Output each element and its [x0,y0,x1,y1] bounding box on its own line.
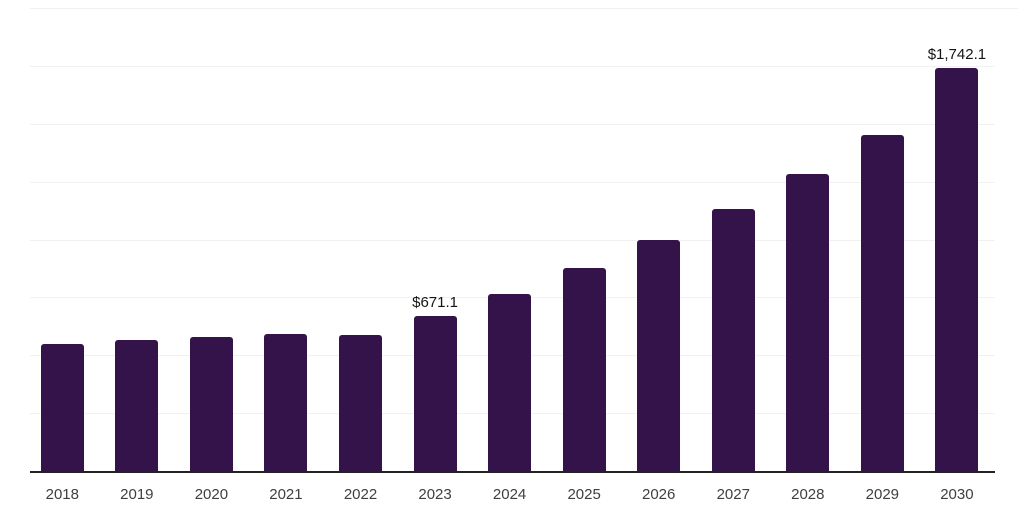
bar-2021 [264,333,308,471]
bar-2029 [860,134,904,471]
gridline-1000 [30,239,995,241]
bar-2028 [786,174,830,471]
x-tick-label-2028: 2028 [791,486,825,503]
x-axis-line [30,471,995,473]
x-tick-label-2025: 2025 [567,486,601,503]
x-tick-label-2023: 2023 [418,486,452,503]
x-tick-label-2018: 2018 [45,486,79,503]
gridline-2000 [30,8,1018,9]
x-tick-label-2027: 2027 [716,486,750,503]
x-tick-label-2021: 2021 [269,486,303,503]
bar-2024 [488,293,532,471]
gridline-1500 [30,123,995,125]
gridline-1750 [30,65,995,67]
bar-2030 [935,67,979,471]
bar-2025 [562,268,606,471]
bar-2019 [115,339,159,471]
x-tick-label-2022: 2022 [343,486,378,503]
data-label-2030: $1,742.1 [927,45,987,63]
bar-2023 [413,315,457,471]
bar-2026 [637,239,681,471]
x-tick-label-2030: 2030 [940,486,974,503]
bar-2018 [40,343,84,471]
bar-2027 [711,209,755,471]
gridline-1250 [30,181,995,183]
x-tick-label-2026: 2026 [642,486,676,503]
plot-area: $671.1 $1,742.1 [30,8,1018,471]
x-tick-label-2029: 2029 [865,486,900,503]
x-tick-label-2020: 2020 [194,486,229,503]
x-tick-label-2019: 2019 [120,486,154,503]
data-label-2023: $671.1 [412,293,458,311]
bar-2022 [339,334,382,471]
x-tick-label-2024: 2024 [492,486,527,503]
bar-2020 [189,336,233,471]
